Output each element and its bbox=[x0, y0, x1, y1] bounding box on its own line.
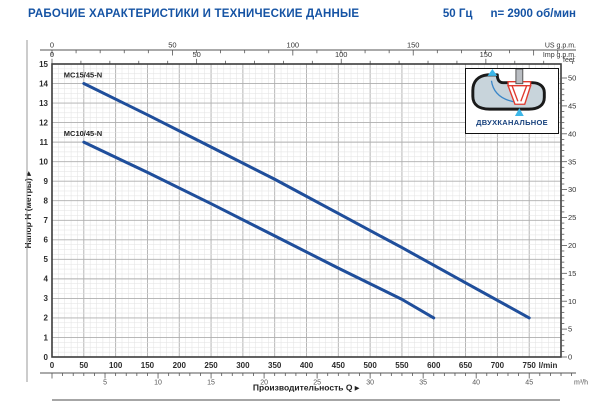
svg-text:8: 8 bbox=[44, 197, 49, 206]
svg-text:150: 150 bbox=[141, 361, 155, 370]
impeller-type-label: ДВУХКАНАЛЬНОЕ bbox=[476, 118, 548, 127]
svg-text:9: 9 bbox=[44, 177, 49, 186]
svg-text:600: 600 bbox=[427, 361, 441, 370]
impeller bbox=[507, 81, 532, 105]
imp-gpm-axis: 0 50 100 150 Imp g.p.m. bbox=[50, 50, 576, 64]
svg-text:14: 14 bbox=[39, 79, 48, 88]
svg-text:250: 250 bbox=[204, 361, 218, 370]
svg-text:25: 25 bbox=[313, 380, 321, 387]
svg-text:10: 10 bbox=[568, 297, 576, 306]
svg-text:35: 35 bbox=[419, 380, 427, 387]
m3h-axis: 5 10 15 20 25 30 35 40 45 m³/h bbox=[40, 372, 588, 387]
svg-text:12: 12 bbox=[39, 118, 48, 127]
svg-text:l/min: l/min bbox=[539, 361, 558, 370]
inlet-arrow-icon bbox=[514, 108, 524, 116]
svg-text:3: 3 bbox=[44, 294, 49, 303]
svg-text:500: 500 bbox=[363, 361, 377, 370]
svg-text:0: 0 bbox=[44, 353, 49, 362]
svg-text:5: 5 bbox=[103, 380, 107, 387]
motor-specs: 50 Гц n= 2900 об/мин bbox=[443, 8, 576, 20]
svg-text:30: 30 bbox=[568, 185, 576, 194]
us-gpm-axis: 0 50 100 150 US g.p.m. bbox=[40, 41, 576, 56]
svg-text:750: 750 bbox=[523, 361, 537, 370]
svg-text:450: 450 bbox=[332, 361, 346, 370]
svg-text:10: 10 bbox=[39, 157, 48, 166]
svg-text:50: 50 bbox=[79, 361, 88, 370]
svg-text:10: 10 bbox=[154, 380, 162, 387]
svg-text:50: 50 bbox=[192, 50, 200, 59]
svg-text:Imp g.p.m.: Imp g.p.m. bbox=[543, 52, 576, 59]
svg-text:150: 150 bbox=[480, 50, 493, 59]
svg-text:550: 550 bbox=[395, 361, 409, 370]
svg-text:35: 35 bbox=[568, 157, 576, 166]
pump-shaft bbox=[515, 69, 524, 85]
svg-text:700: 700 bbox=[491, 361, 505, 370]
svg-text:5: 5 bbox=[44, 255, 49, 264]
svg-text:20: 20 bbox=[260, 380, 268, 387]
svg-text:50: 50 bbox=[168, 41, 176, 50]
svg-text:6: 6 bbox=[44, 236, 49, 245]
svg-text:5: 5 bbox=[568, 325, 572, 334]
plot-border bbox=[51, 63, 562, 358]
speed-label: n= 2900 об/мин bbox=[490, 8, 576, 20]
impeller-inset: ДВУХКАНАЛЬНОЕ bbox=[465, 68, 559, 134]
svg-text:0: 0 bbox=[50, 50, 54, 59]
svg-text:1: 1 bbox=[44, 333, 49, 342]
svg-text:0: 0 bbox=[50, 361, 55, 370]
feet-axis: 0 5 10 15 20 25 30 35 40 45 50 feet bbox=[561, 57, 576, 362]
svg-text:4: 4 bbox=[44, 275, 49, 284]
svg-text:300: 300 bbox=[236, 361, 250, 370]
two-channel-impeller-icon bbox=[471, 69, 546, 116]
svg-text:45: 45 bbox=[568, 102, 576, 111]
y-axis-title: Напор H (метры) ▸ bbox=[23, 171, 33, 249]
svg-text:Производительность Q ▸: Производительность Q ▸ bbox=[253, 383, 360, 393]
pump-casing bbox=[471, 73, 546, 111]
svg-text:15: 15 bbox=[39, 60, 48, 69]
svg-text:25: 25 bbox=[568, 213, 576, 222]
page-title: РАБОЧИЕ ХАРАКТЕРИСТИКИ И ТЕХНИЧЕСКИЕ ДАН… bbox=[28, 8, 360, 20]
svg-text:45: 45 bbox=[525, 380, 533, 387]
svg-text:11: 11 bbox=[40, 138, 49, 147]
svg-text:100: 100 bbox=[287, 41, 300, 50]
svg-text:2: 2 bbox=[44, 314, 49, 323]
svg-text:400: 400 bbox=[300, 361, 314, 370]
svg-text:200: 200 bbox=[173, 361, 187, 370]
svg-text:40: 40 bbox=[568, 129, 576, 138]
svg-text:m³/h: m³/h bbox=[574, 380, 588, 387]
svg-text:50: 50 bbox=[568, 74, 576, 83]
svg-text:7: 7 bbox=[44, 216, 49, 225]
lmin-tick-labels: 0 50 100 150 200 250 300 350 400 450 500 550 600 650 7… bbox=[50, 361, 558, 370]
outlet-arrow-icon bbox=[487, 69, 498, 76]
svg-text:feet: feet bbox=[563, 57, 575, 64]
frequency-label: 50 Гц bbox=[442, 8, 473, 20]
svg-text:15: 15 bbox=[207, 380, 215, 387]
page-header: РАБОЧИЕ ХАРАКТЕРИСТИКИ И ТЕХНИЧЕСКИЕ ДАН… bbox=[28, 8, 576, 20]
svg-text:0: 0 bbox=[50, 41, 54, 50]
svg-text:13: 13 bbox=[39, 99, 48, 108]
svg-text:30: 30 bbox=[366, 380, 374, 387]
svg-text:650: 650 bbox=[459, 361, 473, 370]
curve-MC15/45-N bbox=[82, 82, 531, 320]
svg-text:0: 0 bbox=[568, 353, 572, 362]
svg-text:100: 100 bbox=[109, 361, 123, 370]
svg-text:20: 20 bbox=[568, 241, 576, 250]
svg-text:15: 15 bbox=[568, 269, 576, 278]
svg-text:100: 100 bbox=[335, 50, 348, 59]
svg-text:40: 40 bbox=[472, 380, 480, 387]
svg-text:MC10/45-N: MC10/45-N bbox=[64, 129, 102, 138]
curve-MC10/45-N bbox=[82, 140, 436, 320]
svg-text:US g.p.m.: US g.p.m. bbox=[545, 43, 576, 50]
svg-text:150: 150 bbox=[407, 41, 420, 50]
svg-text:350: 350 bbox=[268, 361, 282, 370]
svg-text:MC15/45-N: MC15/45-N bbox=[64, 71, 102, 80]
